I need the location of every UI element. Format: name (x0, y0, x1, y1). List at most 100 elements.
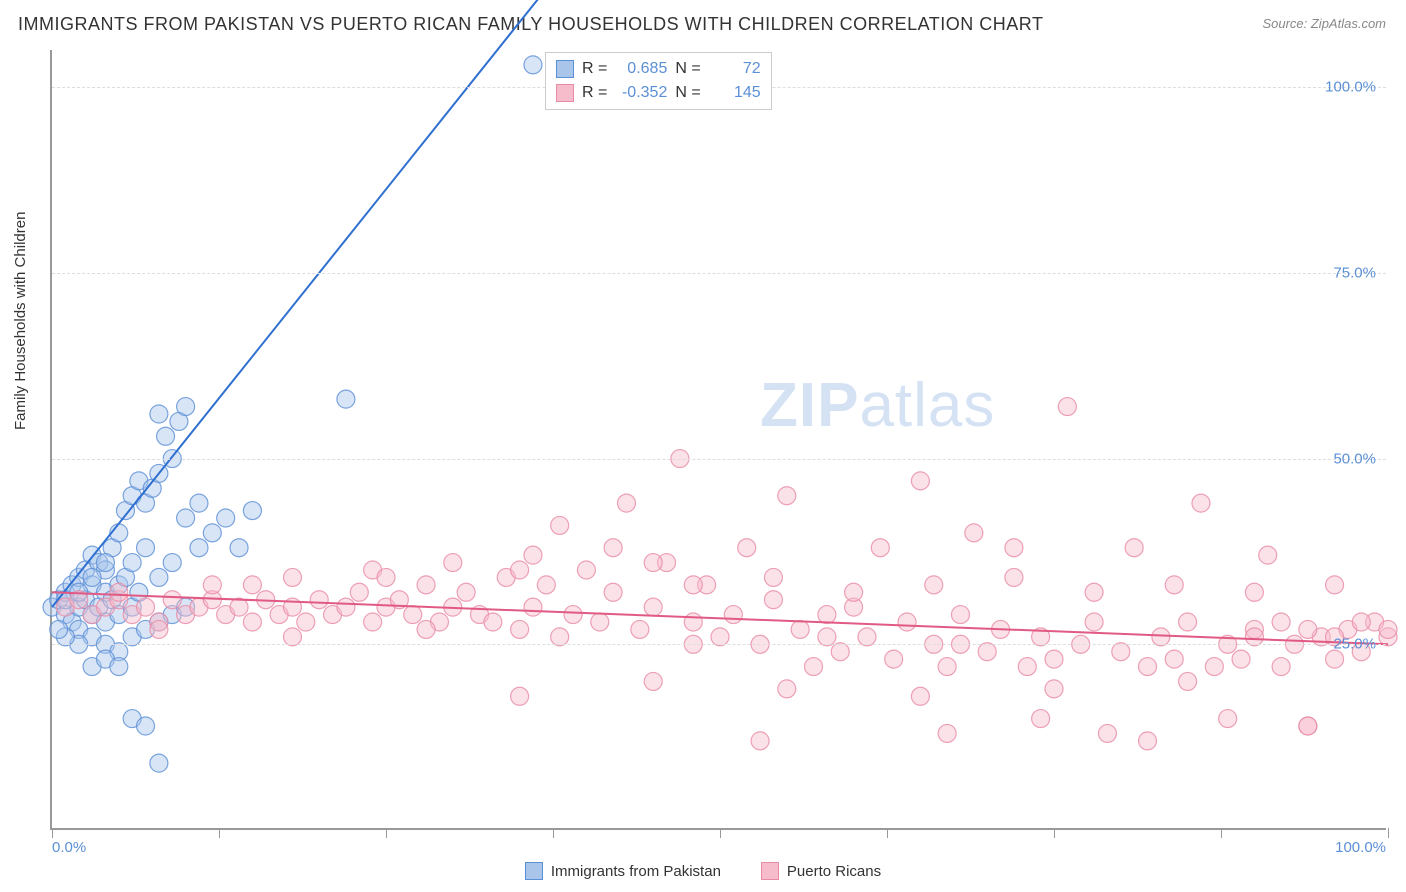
legend-label-1: Immigrants from Pakistan (551, 863, 721, 880)
data-point (925, 576, 943, 594)
data-point (751, 732, 769, 750)
plot-area: 0.0% 100.0% 25.0%50.0%75.0%100.0% (50, 50, 1386, 830)
data-point (818, 628, 836, 646)
data-point (1112, 643, 1130, 661)
x-axis-min-label: 0.0% (52, 839, 86, 856)
data-point (337, 390, 355, 408)
stats-row-series-2: R = -0.352 N = 145 (556, 81, 761, 105)
data-point (724, 606, 742, 624)
stats-n-label-2: N = (675, 81, 700, 105)
data-point (444, 554, 462, 572)
data-point (137, 598, 155, 616)
data-point (1326, 576, 1344, 594)
data-point (978, 643, 996, 661)
y-tick-label: 50.0% (1333, 450, 1376, 467)
data-point (764, 568, 782, 586)
chart-title: IMMIGRANTS FROM PAKISTAN VS PUERTO RICAN… (18, 14, 1043, 35)
data-point (230, 539, 248, 557)
data-point (364, 613, 382, 631)
data-point (1058, 398, 1076, 416)
data-point (297, 613, 315, 631)
data-point (1005, 568, 1023, 586)
data-point (1352, 613, 1370, 631)
data-point (243, 502, 261, 520)
data-point (845, 583, 863, 601)
data-point (1179, 672, 1197, 690)
data-point (163, 554, 181, 572)
data-point (137, 717, 155, 735)
data-point (511, 687, 529, 705)
stats-swatch-1 (556, 60, 574, 78)
data-point (778, 487, 796, 505)
data-point (1085, 613, 1103, 631)
data-point (644, 672, 662, 690)
stats-row-series-1: R = 0.685 N = 72 (556, 57, 761, 81)
legend-item-2: Puerto Ricans (761, 862, 881, 880)
data-point (551, 516, 569, 534)
data-point (604, 583, 622, 601)
data-point (511, 620, 529, 638)
y-tick-label: 75.0% (1333, 264, 1376, 281)
data-point (417, 620, 435, 638)
data-point (484, 613, 502, 631)
data-point (310, 591, 328, 609)
data-point (150, 620, 168, 638)
stats-n-label-1: N = (675, 57, 700, 81)
data-point (163, 591, 181, 609)
data-point (83, 568, 101, 586)
data-point (684, 576, 702, 594)
data-point (150, 405, 168, 423)
data-point (177, 509, 195, 527)
data-point (243, 613, 261, 631)
data-point (898, 613, 916, 631)
data-point (1165, 650, 1183, 668)
stats-n-value-2: 145 (709, 81, 761, 105)
data-point (1085, 583, 1103, 601)
data-point (537, 576, 555, 594)
stats-legend-box: R = 0.685 N = 72 R = -0.352 N = 145 (545, 52, 772, 110)
data-point (684, 613, 702, 631)
data-point (1259, 546, 1277, 564)
source-attribution: Source: ZipAtlas.com (1262, 16, 1386, 31)
data-point (738, 539, 756, 557)
data-point (938, 724, 956, 742)
data-point (631, 620, 649, 638)
stats-r-label-1: R = (582, 57, 607, 81)
data-point (764, 591, 782, 609)
data-point (1005, 539, 1023, 557)
data-point (965, 524, 983, 542)
data-point (1245, 628, 1263, 646)
y-tick-label: 100.0% (1325, 79, 1376, 96)
data-point (283, 628, 301, 646)
legend-swatch-2 (761, 862, 779, 880)
data-point (230, 598, 248, 616)
data-point (217, 509, 235, 527)
y-tick-label: 25.0% (1333, 636, 1376, 653)
legend-bottom: Immigrants from Pakistan Puerto Ricans (0, 862, 1406, 880)
y-axis-title: Family Households with Children (12, 212, 29, 430)
data-point (243, 576, 261, 594)
data-point (1245, 583, 1263, 601)
data-point (911, 472, 929, 490)
data-point (1326, 650, 1344, 668)
data-point (885, 650, 903, 668)
data-point (951, 606, 969, 624)
data-point (1379, 620, 1397, 638)
data-point (604, 539, 622, 557)
data-point (1045, 650, 1063, 668)
data-point (1165, 576, 1183, 594)
data-point (1192, 494, 1210, 512)
data-point (871, 539, 889, 557)
data-point (911, 687, 929, 705)
data-point (177, 398, 195, 416)
data-point (150, 754, 168, 772)
data-point (524, 598, 542, 616)
data-point (1098, 724, 1116, 742)
data-point (1018, 658, 1036, 676)
legend-swatch-1 (525, 862, 543, 880)
data-point (524, 56, 542, 74)
data-point (551, 628, 569, 646)
data-point (350, 583, 368, 601)
data-point (96, 554, 114, 572)
data-point (1139, 658, 1157, 676)
